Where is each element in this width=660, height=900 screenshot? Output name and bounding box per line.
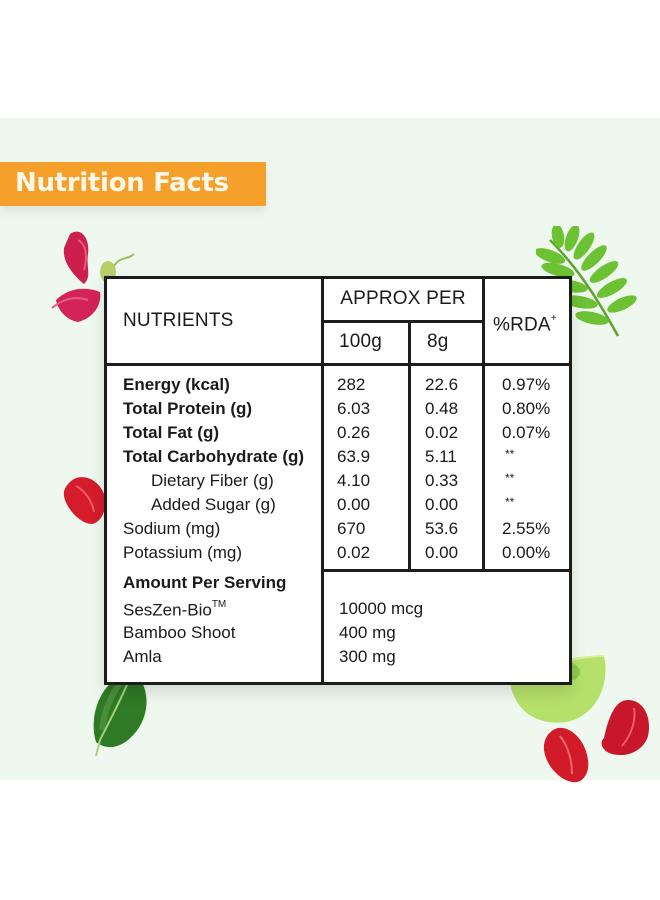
rda-footnote-mark: + (550, 313, 557, 324)
row-name: Potassium (mg) (123, 543, 243, 562)
row-value-8g: 0.02 (425, 423, 459, 442)
row-value-100g: 282 (337, 375, 366, 394)
serving-item-name: Amla (123, 647, 162, 666)
serving-item-amount: 10000 mcg (339, 599, 424, 618)
serving-heading: Amount Per Serving (123, 573, 287, 592)
row-value-100g: 0.26 (337, 423, 371, 442)
row-name: Total Protein (g) (123, 399, 253, 418)
column-divider-nutrients (321, 279, 324, 682)
row-name: Total Fat (g) (123, 423, 219, 442)
row-value-rda: 2.55% (502, 519, 551, 538)
row-value-100g: 6.03 (337, 399, 371, 418)
row-value-8g: 0.48 (425, 399, 459, 418)
row-name: Added Sugar (g) (151, 495, 276, 514)
row-value-8g: 5.11 (425, 447, 457, 466)
header-rda-label: %RDA (493, 314, 551, 336)
header-8g: 8g (427, 331, 449, 352)
page-title: Nutrition Facts (15, 168, 229, 198)
header-approx-per: APPROX PER (340, 288, 466, 309)
title-banner: Nutrition Facts (0, 162, 266, 206)
row-value-8g: 53.6 (425, 519, 459, 538)
row-name: Dietary Fiber (g) (151, 471, 274, 490)
header-100g: 100g (339, 331, 383, 352)
trademark-mark: TM (211, 599, 227, 610)
row-value-rda: 0.97% (502, 375, 551, 394)
pomegranate-seed-icon (63, 477, 106, 524)
serving-item-label: SesZen-Bio (123, 600, 212, 620)
pink-flower-icon (51, 231, 135, 322)
header-rda: %RDA+ (493, 309, 557, 337)
serving-item-amount: 400 mg (339, 623, 396, 642)
row-value-8g: 22.6 (425, 375, 459, 394)
serving-item-name: Bamboo Shoot (123, 623, 236, 642)
pomegranate-seed-icon-2 (601, 700, 650, 756)
row-value-8g: 0.33 (425, 471, 459, 490)
row-name: Total Carbohydrate (g) (123, 447, 305, 466)
row-name: Energy (kcal) (123, 375, 230, 394)
row-value-rda: ** (505, 471, 515, 485)
header-subdivider (321, 320, 485, 323)
pomegranate-seed-icon-3 (543, 727, 589, 783)
row-value-100g: 4.10 (337, 471, 371, 490)
serving-item-name: SesZen-BioTM (123, 595, 226, 623)
row-value-100g: 0.00 (337, 495, 371, 514)
row-value-8g: 0.00 (425, 543, 459, 562)
row-value-100g: 670 (337, 519, 366, 538)
row-value-8g: 0.00 (425, 495, 459, 514)
nutrition-table: NUTRIENTS APPROX PER 100g 8g %RDA+ Energ… (104, 276, 572, 685)
serving-item-amount: 300 mg (339, 647, 396, 666)
header-nutrients: NUTRIENTS (123, 310, 234, 331)
row-value-rda: 0.00% (502, 543, 551, 562)
header-divider (107, 363, 569, 366)
row-name: Sodium (mg) (123, 519, 221, 538)
row-value-rda: ** (505, 447, 515, 461)
row-value-rda: 0.07% (502, 423, 551, 442)
row-value-100g: 0.02 (337, 543, 371, 562)
serving-divider (321, 569, 569, 572)
row-value-rda: ** (505, 495, 515, 509)
column-divider-100g-8g (408, 321, 411, 569)
row-value-100g: 63.9 (337, 447, 371, 466)
column-divider-rda (482, 279, 485, 569)
row-value-rda: 0.80% (502, 399, 551, 418)
